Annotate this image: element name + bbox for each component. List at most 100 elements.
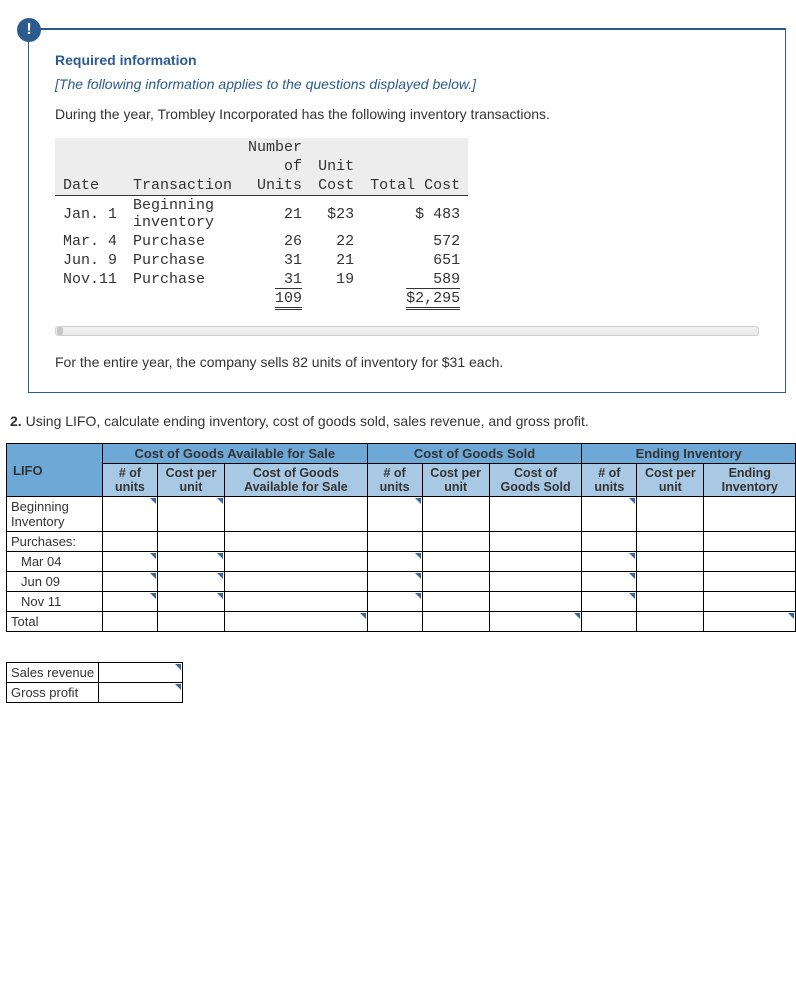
cell-trans: Purchase	[125, 232, 240, 251]
input-cell[interactable]	[422, 532, 489, 552]
input-cell[interactable]	[157, 497, 224, 532]
input-cell[interactable]	[637, 612, 704, 632]
dropdown-icon	[150, 553, 156, 559]
input-cell[interactable]	[367, 552, 422, 572]
closing-text: For the entire year, the company sells 8…	[55, 354, 759, 370]
input-cell[interactable]	[225, 612, 368, 632]
input-cell[interactable]	[367, 612, 422, 632]
input-cell[interactable]	[157, 612, 224, 632]
input-cell[interactable]	[489, 572, 582, 592]
input-cell[interactable]	[225, 497, 368, 532]
input-cell[interactable]	[422, 572, 489, 592]
input-cell[interactable]	[489, 552, 582, 572]
summary-table: Sales revenue Gross profit	[6, 662, 183, 703]
input-cell[interactable]	[99, 663, 183, 683]
row-label: Purchases:	[7, 532, 103, 552]
dropdown-icon	[415, 593, 421, 599]
cell-date: Mar. 4	[55, 232, 125, 251]
row-label: Sales revenue	[7, 663, 99, 683]
input-cell[interactable]	[157, 572, 224, 592]
required-title: Required information	[55, 52, 759, 68]
inv-row: Jun. 9 Purchase 31 21 651	[55, 251, 468, 270]
input-cell[interactable]	[582, 572, 637, 592]
total-units: 109	[275, 288, 302, 310]
input-cell[interactable]	[422, 497, 489, 532]
sub-units-2: # of units	[367, 464, 422, 497]
input-cell[interactable]	[225, 552, 368, 572]
input-cell[interactable]	[422, 592, 489, 612]
input-cell[interactable]	[422, 612, 489, 632]
dropdown-icon	[217, 553, 223, 559]
input-cell[interactable]	[489, 497, 582, 532]
group-cogs: Cost of Goods Sold	[367, 444, 582, 464]
dropdown-icon	[150, 573, 156, 579]
horizontal-scrollbar[interactable]	[55, 326, 759, 336]
input-cell[interactable]	[103, 592, 158, 612]
input-cell[interactable]	[704, 572, 796, 592]
sub-cga: Cost of Goods Available for Sale	[225, 464, 368, 497]
dropdown-icon	[415, 553, 421, 559]
group-ei: Ending Inventory	[582, 444, 796, 464]
input-cell[interactable]	[704, 497, 796, 532]
sub-cpu-3: Cost per unit	[637, 464, 704, 497]
lifo-table: LIFO Cost of Goods Available for Sale Co…	[6, 443, 796, 632]
input-cell[interactable]	[225, 592, 368, 612]
cell-unitcost: 22	[310, 232, 362, 251]
row-label: Jun 09	[7, 572, 103, 592]
dropdown-icon	[175, 684, 181, 690]
input-cell[interactable]	[367, 572, 422, 592]
input-cell[interactable]	[704, 592, 796, 612]
input-cell[interactable]	[582, 592, 637, 612]
col-units-mid: of	[240, 157, 310, 176]
input-cell[interactable]	[103, 532, 158, 552]
cell-total: 651	[362, 251, 468, 270]
input-cell[interactable]	[489, 532, 582, 552]
input-cell[interactable]	[157, 532, 224, 552]
input-cell[interactable]	[582, 612, 637, 632]
cell-date: Jun. 9	[55, 251, 125, 270]
input-cell[interactable]	[103, 497, 158, 532]
dropdown-icon	[629, 498, 635, 504]
question-2: 2. Using LIFO, calculate ending inventor…	[10, 413, 786, 429]
input-cell[interactable]	[582, 497, 637, 532]
input-cell[interactable]	[367, 497, 422, 532]
input-cell[interactable]	[489, 612, 582, 632]
input-cell[interactable]	[582, 532, 637, 552]
input-cell[interactable]	[99, 683, 183, 703]
cell-trans: Beginninginventory	[125, 196, 240, 233]
input-cell[interactable]	[367, 532, 422, 552]
dropdown-icon	[217, 593, 223, 599]
input-cell[interactable]	[582, 552, 637, 572]
input-cell[interactable]	[103, 572, 158, 592]
input-cell[interactable]	[103, 552, 158, 572]
lifo-row-mar: Mar 04	[7, 552, 796, 572]
lifo-row-total: Total	[7, 612, 796, 632]
input-cell[interactable]	[157, 552, 224, 572]
input-cell[interactable]	[103, 612, 158, 632]
dropdown-icon	[360, 613, 366, 619]
cell-total: 572	[362, 232, 468, 251]
input-cell[interactable]	[489, 592, 582, 612]
input-cell[interactable]	[157, 592, 224, 612]
input-cell[interactable]	[704, 552, 796, 572]
input-cell[interactable]	[367, 592, 422, 612]
input-cell[interactable]	[225, 532, 368, 552]
input-cell[interactable]	[704, 532, 796, 552]
input-cell[interactable]	[637, 497, 704, 532]
inv-row: Jan. 1 Beginninginventory 21 $23 $ 483	[55, 196, 468, 233]
input-cell[interactable]	[637, 572, 704, 592]
dropdown-icon	[788, 613, 794, 619]
alert-icon: !	[17, 18, 41, 42]
input-cell[interactable]	[637, 552, 704, 572]
cell-units: 31	[284, 271, 302, 289]
input-cell[interactable]	[422, 552, 489, 572]
input-cell[interactable]	[225, 572, 368, 592]
group-cga: Cost of Goods Available for Sale	[103, 444, 368, 464]
input-cell[interactable]	[637, 592, 704, 612]
sub-units-1: # of units	[103, 464, 158, 497]
cell-unitcost: 19	[310, 270, 362, 289]
dropdown-icon	[629, 573, 635, 579]
input-cell[interactable]	[637, 532, 704, 552]
dropdown-icon	[629, 593, 635, 599]
input-cell[interactable]	[704, 612, 796, 632]
